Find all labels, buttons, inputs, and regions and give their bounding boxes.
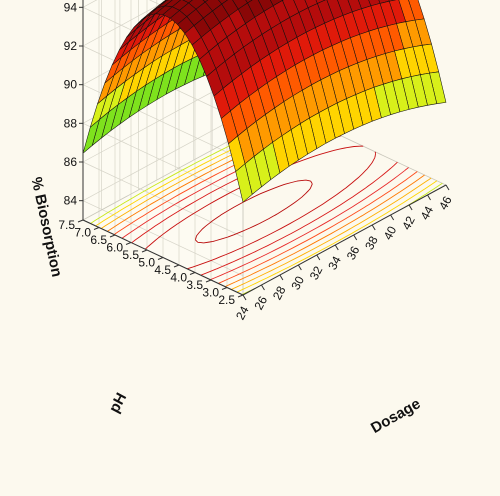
x-tick-label: 40 (381, 224, 400, 243)
y-tick (205, 279, 212, 283)
x-tick (334, 244, 339, 251)
x-tick-label: 44 (418, 204, 437, 223)
x-axis-title: Dosage (368, 395, 423, 437)
x-tick-label: 24 (233, 304, 252, 323)
y-tick (93, 227, 100, 230)
y-tick-label: 7.0 (74, 226, 91, 240)
x-tick (445, 184, 450, 191)
x-tick-label: 32 (307, 264, 326, 283)
y-tick-label: 4.5 (154, 263, 171, 277)
contour-line (194, 179, 313, 244)
y-tick (173, 264, 180, 268)
contour-line (144, 145, 377, 270)
y-tick (157, 257, 164, 260)
surface-patch (235, 163, 253, 203)
x-tick (390, 214, 395, 221)
y-tick-label: 6.5 (90, 233, 107, 247)
y-tick-label: 2.5 (218, 293, 235, 307)
z-tick-label: 92 (64, 39, 78, 53)
axes (77, 0, 450, 301)
y-axis-title: pH (106, 390, 130, 416)
y-tick (141, 249, 148, 253)
z-tick-label: 84 (64, 194, 78, 208)
x-tick-label: 36 (344, 244, 363, 263)
y-tick-label: 3.5 (186, 278, 203, 292)
x-tick (279, 274, 284, 281)
response-surface (82, 0, 447, 203)
x-tick-label: 38 (362, 234, 381, 253)
x-axis-line (242, 184, 447, 296)
y-tick (221, 287, 228, 290)
y-tick-label: 3.0 (202, 286, 219, 300)
x-tick (427, 194, 431, 201)
x-tick (261, 284, 265, 291)
y-tick (77, 219, 84, 223)
z-tick-label: 94 (64, 0, 78, 14)
x-tick-label: 46 (436, 194, 455, 213)
x-tick-label: 28 (270, 284, 289, 303)
y-tick (125, 242, 132, 245)
x-tick-label: 30 (288, 274, 307, 293)
y-tick-label: 6.0 (106, 241, 123, 255)
x-tick (316, 254, 321, 261)
y-tick-label: 4.0 (170, 271, 187, 285)
tick-labels: 2426283032343638404244462.53.03.54.04.55… (58, 0, 454, 322)
y-tick (109, 234, 116, 238)
x-tick-label: 26 (251, 294, 270, 313)
z-tick-label: 86 (64, 155, 78, 169)
x-tick-label: 42 (399, 214, 418, 233)
x-tick (353, 234, 358, 241)
y-tick (237, 294, 244, 298)
x-tick (297, 264, 302, 271)
surface-patch (218, 0, 229, 5)
x-tick (242, 294, 247, 301)
y-tick (189, 272, 196, 275)
surface-patch (202, 0, 209, 3)
x-tick (408, 204, 413, 211)
y-tick-label: 5.5 (122, 248, 139, 262)
y-tick-label: 5.0 (138, 256, 155, 270)
x-tick-label: 34 (325, 254, 344, 273)
y-tick-label: 7.5 (58, 218, 75, 232)
x-tick (371, 224, 376, 231)
grid-line (82, 0, 169, 47)
z-tick-label: 90 (64, 78, 78, 92)
z-tick-label: 88 (64, 116, 78, 130)
